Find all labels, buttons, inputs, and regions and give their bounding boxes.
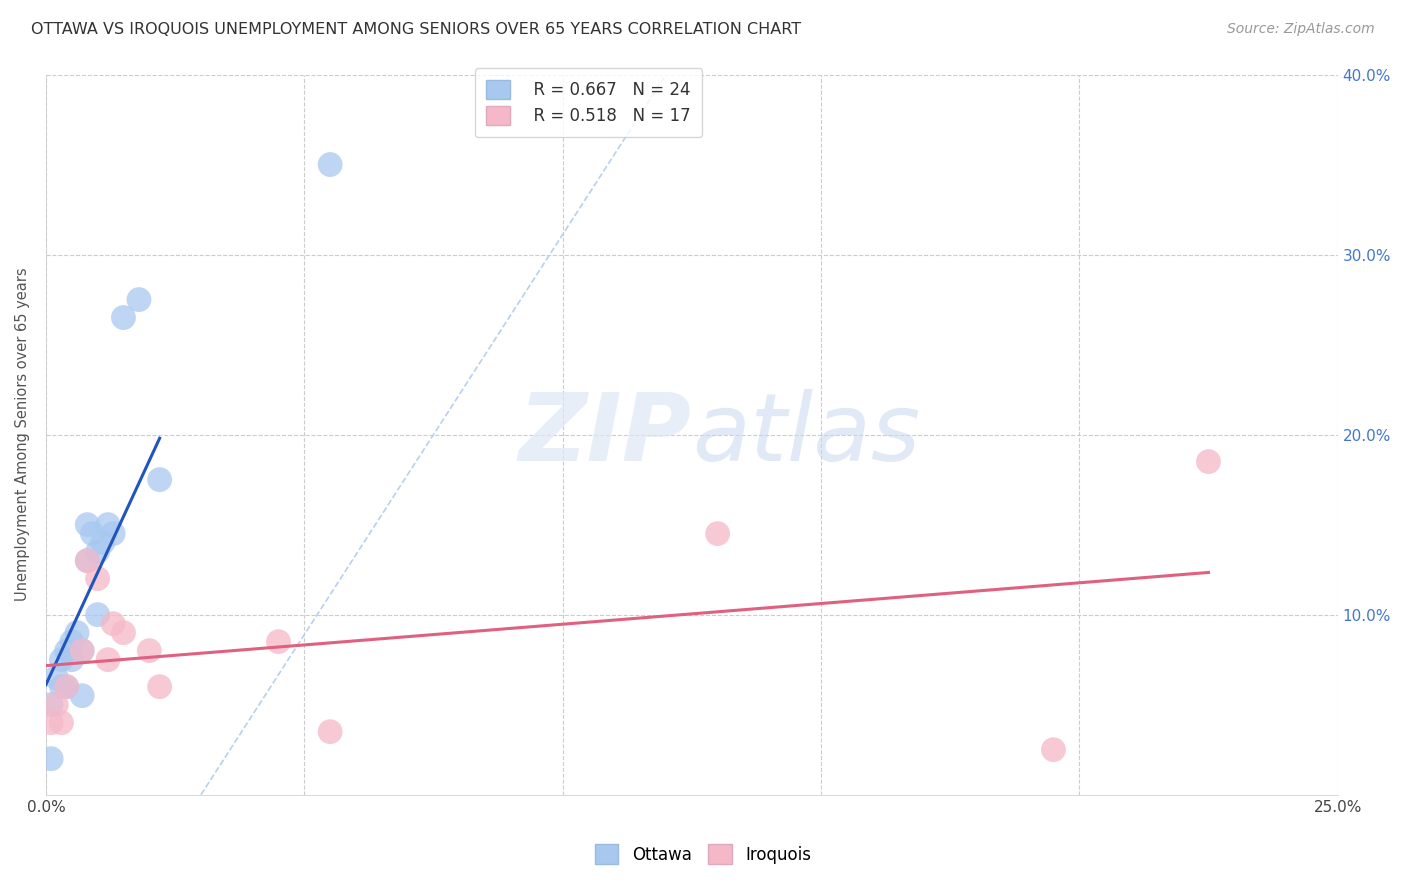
- Point: [267, 634, 290, 648]
- Point: [76, 554, 98, 568]
- Point: [706, 526, 728, 541]
- Point: [319, 724, 342, 739]
- Point: [39, 698, 62, 712]
- Point: [112, 310, 135, 325]
- Point: [60, 634, 83, 648]
- Point: [55, 643, 77, 657]
- Point: [55, 680, 77, 694]
- Point: [97, 517, 120, 532]
- Point: [70, 689, 93, 703]
- Legend: Ottawa, Iroquois: Ottawa, Iroquois: [588, 838, 818, 871]
- Point: [101, 526, 124, 541]
- Text: atlas: atlas: [692, 389, 920, 480]
- Point: [66, 625, 89, 640]
- Point: [39, 715, 62, 730]
- Text: Source: ZipAtlas.com: Source: ZipAtlas.com: [1227, 22, 1375, 37]
- Point: [86, 607, 108, 622]
- Point: [86, 544, 108, 558]
- Point: [82, 526, 104, 541]
- Y-axis label: Unemployment Among Seniors over 65 years: Unemployment Among Seniors over 65 years: [15, 268, 30, 601]
- Point: [45, 698, 67, 712]
- Point: [76, 517, 98, 532]
- Point: [70, 643, 93, 657]
- Point: [51, 715, 73, 730]
- Point: [97, 653, 120, 667]
- Point: [1042, 742, 1064, 756]
- Point: [76, 554, 98, 568]
- Point: [128, 293, 150, 307]
- Point: [86, 572, 108, 586]
- Text: OTTAWA VS IROQUOIS UNEMPLOYMENT AMONG SENIORS OVER 65 YEARS CORRELATION CHART: OTTAWA VS IROQUOIS UNEMPLOYMENT AMONG SE…: [31, 22, 801, 37]
- Point: [60, 653, 83, 667]
- Point: [39, 752, 62, 766]
- Point: [149, 473, 172, 487]
- Point: [1198, 455, 1220, 469]
- Point: [138, 643, 160, 657]
- Point: [319, 157, 342, 171]
- Point: [51, 680, 73, 694]
- Point: [149, 680, 172, 694]
- Point: [91, 535, 114, 549]
- Point: [45, 671, 67, 685]
- Point: [70, 643, 93, 657]
- Text: ZIP: ZIP: [519, 389, 692, 481]
- Point: [112, 625, 135, 640]
- Point: [101, 616, 124, 631]
- Point: [51, 653, 73, 667]
- Point: [55, 680, 77, 694]
- Legend:   R = 0.667   N = 24,   R = 0.518   N = 17: R = 0.667 N = 24, R = 0.518 N = 17: [475, 69, 702, 137]
